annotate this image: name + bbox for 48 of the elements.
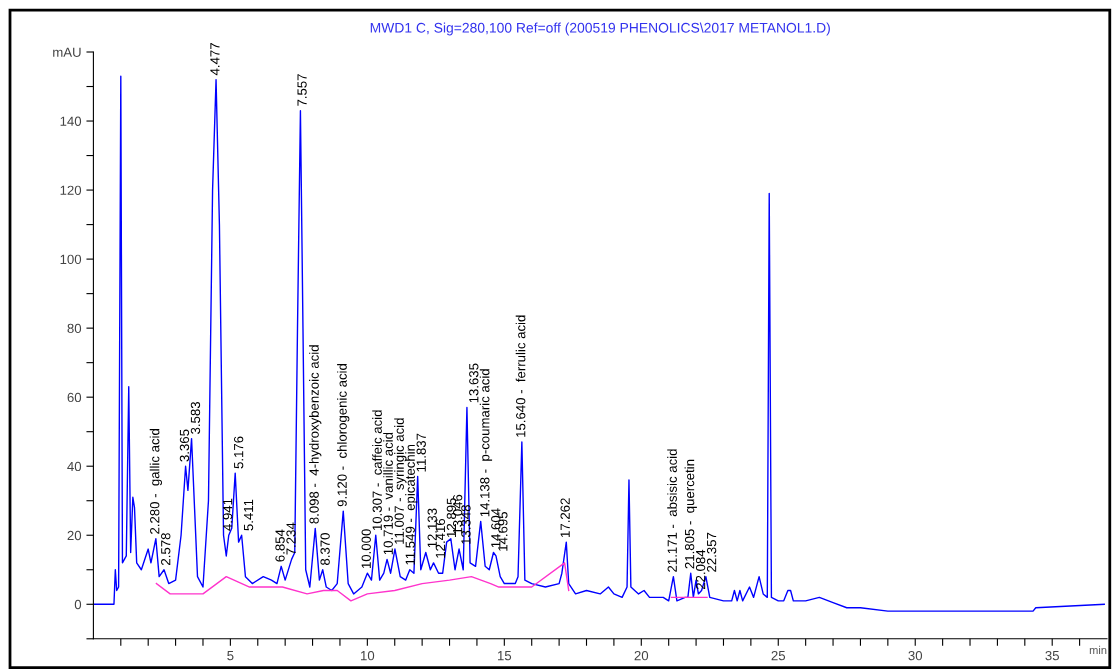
annotation: 22.357	[706, 532, 717, 572]
annotation: 15.640 - ferrulic acid	[515, 315, 526, 437]
annotation: 3.365	[179, 429, 190, 462]
annotation: 13.635	[469, 363, 479, 403]
annotation: 13.348	[461, 505, 471, 544]
annotation: 5.411	[243, 499, 254, 531]
x-tick-label: 20	[634, 650, 649, 661]
x-tick-label: 30	[908, 650, 923, 661]
annotation: 10.000	[361, 529, 371, 569]
x-tick-label: 15	[497, 651, 512, 661]
y-tick-label: 120	[60, 185, 82, 195]
annotation: 21.805 - quercetin	[684, 459, 697, 569]
y-tick-label: 140	[60, 116, 82, 126]
x-tick-label: 10	[361, 650, 375, 661]
y-tick-label: 60	[67, 392, 82, 403]
annotation: 11.549 - epicatechin	[405, 444, 418, 565]
annotation: 7.234	[286, 522, 296, 555]
line-series	[93, 75, 1105, 612]
y-tick-label: 20	[67, 530, 82, 541]
annotation: 10.307 - caffeic acid	[372, 410, 382, 531]
annotation: 2.280 - gallic acid	[149, 429, 163, 534]
y-tick-label: 80	[67, 323, 82, 334]
annotation: 6.854	[275, 529, 285, 562]
annotation: 3.583	[190, 401, 201, 434]
y-tick-label: mAU	[53, 47, 81, 57]
annotation: 11.837	[416, 433, 426, 472]
annotation: 8.098 - 4-hydroxybenzoic acid	[309, 345, 322, 524]
annotation: 12.416	[435, 518, 446, 558]
annotation: 10.719 - vanillic acid	[383, 432, 393, 555]
annotation: 4.477	[210, 43, 220, 76]
chart-title: MWD1 C, Sig=280,100 Ref=off (200519 PHENOLICS\2017 METANOL1.D)	[370, 22, 830, 36]
y-tick-label: 100	[60, 254, 82, 265]
annotation: 12.133	[427, 508, 437, 548]
x-tick-label: 5	[227, 651, 234, 661]
annotation: 2.578	[161, 533, 171, 565]
annotation: 21.171 - absisic acid	[667, 449, 677, 572]
y-tick-label: 0	[74, 599, 82, 610]
annotation: 7.557	[297, 74, 307, 106]
x-tick-label: 25	[771, 650, 786, 661]
annotation: 17.262	[560, 498, 570, 537]
annotation: 4.941	[222, 498, 233, 531]
annotation: 9.120 - chlorogenic acid	[337, 364, 350, 507]
annotation: 5.176	[233, 436, 244, 469]
x-axis-title: min	[1089, 645, 1107, 654]
annotation: 8.370	[320, 533, 330, 566]
annotation: 22.084	[695, 549, 706, 590]
x-tick-label: 35	[1045, 650, 1059, 661]
y-tick-label: 40	[67, 461, 82, 472]
